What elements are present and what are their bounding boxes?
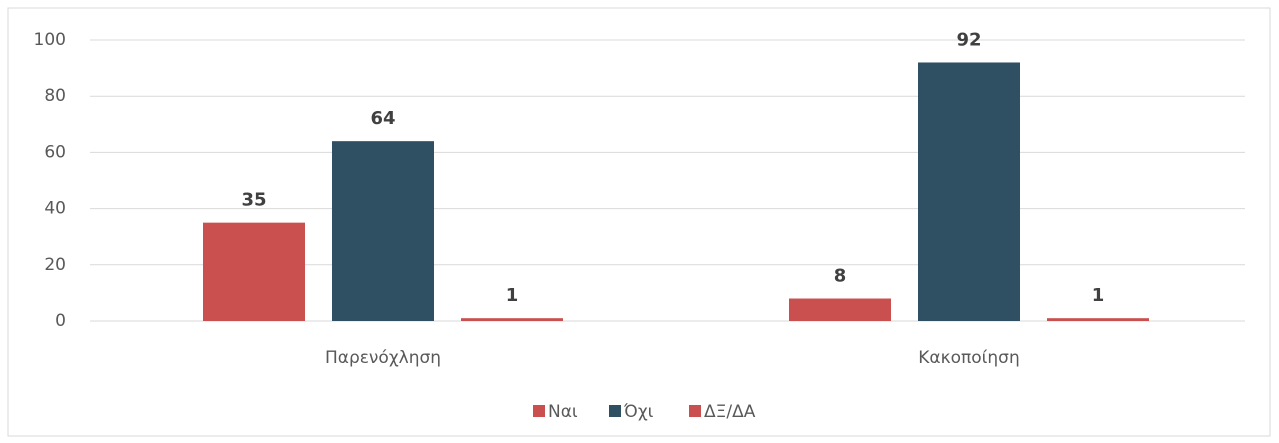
y-tick-label: 80 xyxy=(44,86,66,106)
bar xyxy=(203,222,305,321)
y-tick-label: 60 xyxy=(44,142,66,162)
bar xyxy=(332,141,434,321)
data-label: 92 xyxy=(956,29,981,50)
data-label: 35 xyxy=(241,190,266,211)
legend-label: Όχι xyxy=(623,402,654,422)
bar xyxy=(461,318,563,321)
chart-border xyxy=(7,7,1271,437)
bar xyxy=(1047,318,1149,321)
x-tick-label: Παρενόχληση xyxy=(325,348,441,368)
legend-label: Ναι xyxy=(548,402,578,422)
data-label: 1 xyxy=(1092,285,1105,306)
legend-swatch xyxy=(609,405,621,417)
legend-swatch xyxy=(689,405,701,417)
data-label: 64 xyxy=(370,108,395,129)
legend-label: ΔΞ/ΔΑ xyxy=(704,402,756,422)
bar xyxy=(918,62,1020,321)
bar xyxy=(789,298,891,321)
legend-swatch xyxy=(533,405,545,417)
y-tick-label: 40 xyxy=(44,199,66,219)
y-tick-label: 100 xyxy=(34,30,66,50)
y-tick-label: 20 xyxy=(44,255,66,275)
data-label: 8 xyxy=(834,266,847,287)
y-tick-label: 0 xyxy=(55,311,66,331)
data-label: 1 xyxy=(506,285,519,306)
x-tick-label: Κακοποίηση xyxy=(918,348,1020,368)
